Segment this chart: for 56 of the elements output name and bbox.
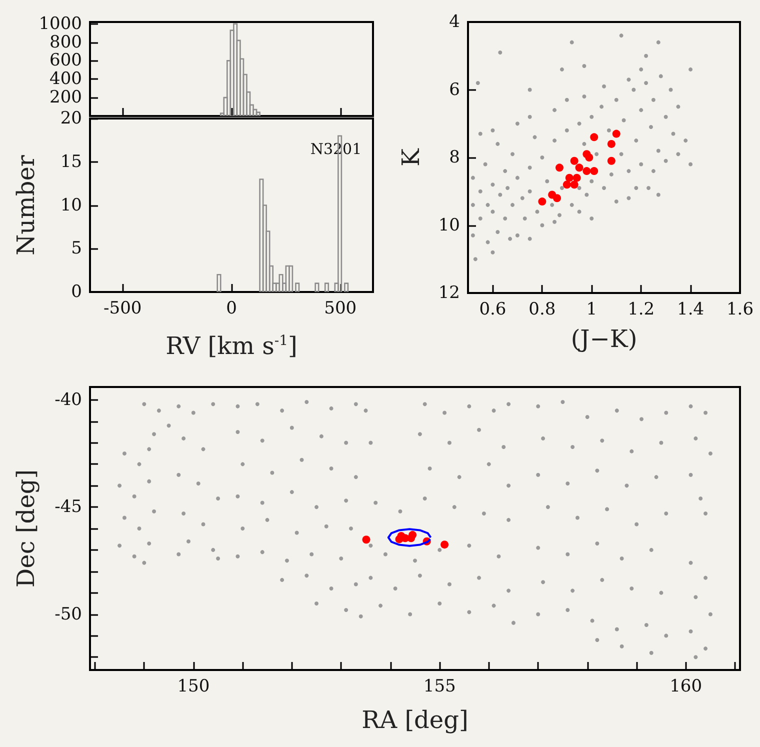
- y-tick-label: 1000: [38, 14, 82, 34]
- y-tick-label: 200: [50, 88, 82, 108]
- point: [572, 174, 581, 182]
- point: [585, 154, 594, 162]
- y-tick-label: 6: [449, 80, 460, 100]
- point: [590, 167, 598, 176]
- point: [607, 140, 616, 148]
- x-tick-label: 500: [324, 298, 357, 318]
- y-tick-label: 600: [50, 50, 82, 71]
- y-tick-label: 10: [60, 195, 82, 216]
- y-tick-label: 8: [449, 148, 460, 168]
- annotation: N3201: [310, 140, 362, 158]
- point: [565, 174, 574, 182]
- x-axis-title: RA [deg]: [362, 706, 468, 734]
- line-series: [387, 528, 432, 547]
- x-tick-label: 1.6: [726, 300, 754, 320]
- x-tick-label: 1.2: [628, 300, 655, 320]
- y-tick-label: 12: [438, 283, 460, 303]
- x-tick-label: 0.8: [528, 300, 556, 320]
- point: [562, 180, 571, 189]
- x-tick-label: -500: [104, 298, 142, 318]
- point: [570, 156, 578, 165]
- y-tick-label: 400: [50, 69, 82, 90]
- y-tick-label: 0: [71, 282, 82, 302]
- point: [553, 194, 562, 202]
- point: [612, 130, 620, 138]
- point: [582, 167, 591, 176]
- point: [407, 534, 416, 542]
- y-axis-title: K: [397, 147, 425, 166]
- y-tick-label: 10: [438, 215, 460, 236]
- x-axis-title: (J−K): [570, 325, 638, 353]
- point: [538, 198, 546, 206]
- y-tick-label: -50: [54, 604, 82, 624]
- x-tick-label: 0: [226, 298, 237, 318]
- y-tick-label: 4: [449, 12, 460, 32]
- point: [607, 156, 616, 165]
- x-tick-label: 0.6: [479, 300, 506, 320]
- y-tick-label: -40: [54, 390, 82, 410]
- x-tick-label: 150: [177, 676, 210, 696]
- y-tick-label: 800: [50, 32, 82, 52]
- point: [590, 133, 598, 142]
- point: [570, 180, 578, 189]
- x-tick-label: 155: [423, 676, 456, 696]
- point: [556, 164, 564, 172]
- y-axis-title: Number: [12, 154, 40, 256]
- y-axis-title: Dec [deg]: [12, 469, 40, 588]
- x-tick-label: 1: [586, 300, 598, 320]
- y-tick-label: 5: [71, 238, 82, 259]
- x-tick-label: 160: [670, 676, 702, 696]
- y-tick-label: 15: [60, 152, 82, 172]
- point: [440, 540, 449, 549]
- x-tick-label: 1.4: [677, 300, 704, 320]
- point: [575, 164, 584, 172]
- point: [362, 536, 370, 544]
- y-tick-label: 20: [60, 108, 82, 128]
- y-tick-label: -45: [54, 497, 82, 518]
